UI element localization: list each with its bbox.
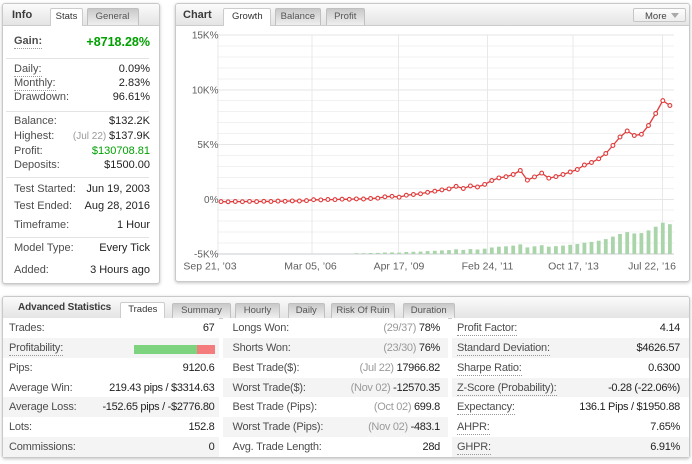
svg-text:15K%: 15K% (192, 31, 219, 42)
svg-text:Sep 21, ’03: Sep 21, ’03 (183, 261, 236, 273)
svg-text:Apr 17, ’09: Apr 17, ’09 (374, 261, 425, 273)
svg-text:Jul 22, ’16: Jul 22, ’16 (628, 261, 676, 273)
svg-text:5K%: 5K% (197, 140, 218, 151)
svg-text:0%: 0% (204, 195, 219, 206)
svg-text:Feb 24, ’11: Feb 24, ’11 (462, 261, 514, 273)
svg-text:-5K%: -5K% (194, 250, 219, 261)
svg-text:10K%: 10K% (192, 85, 219, 96)
svg-text:Oct 17, ’13: Oct 17, ’13 (548, 261, 599, 273)
svg-text:Mar 05, ’06: Mar 05, ’06 (284, 261, 337, 273)
